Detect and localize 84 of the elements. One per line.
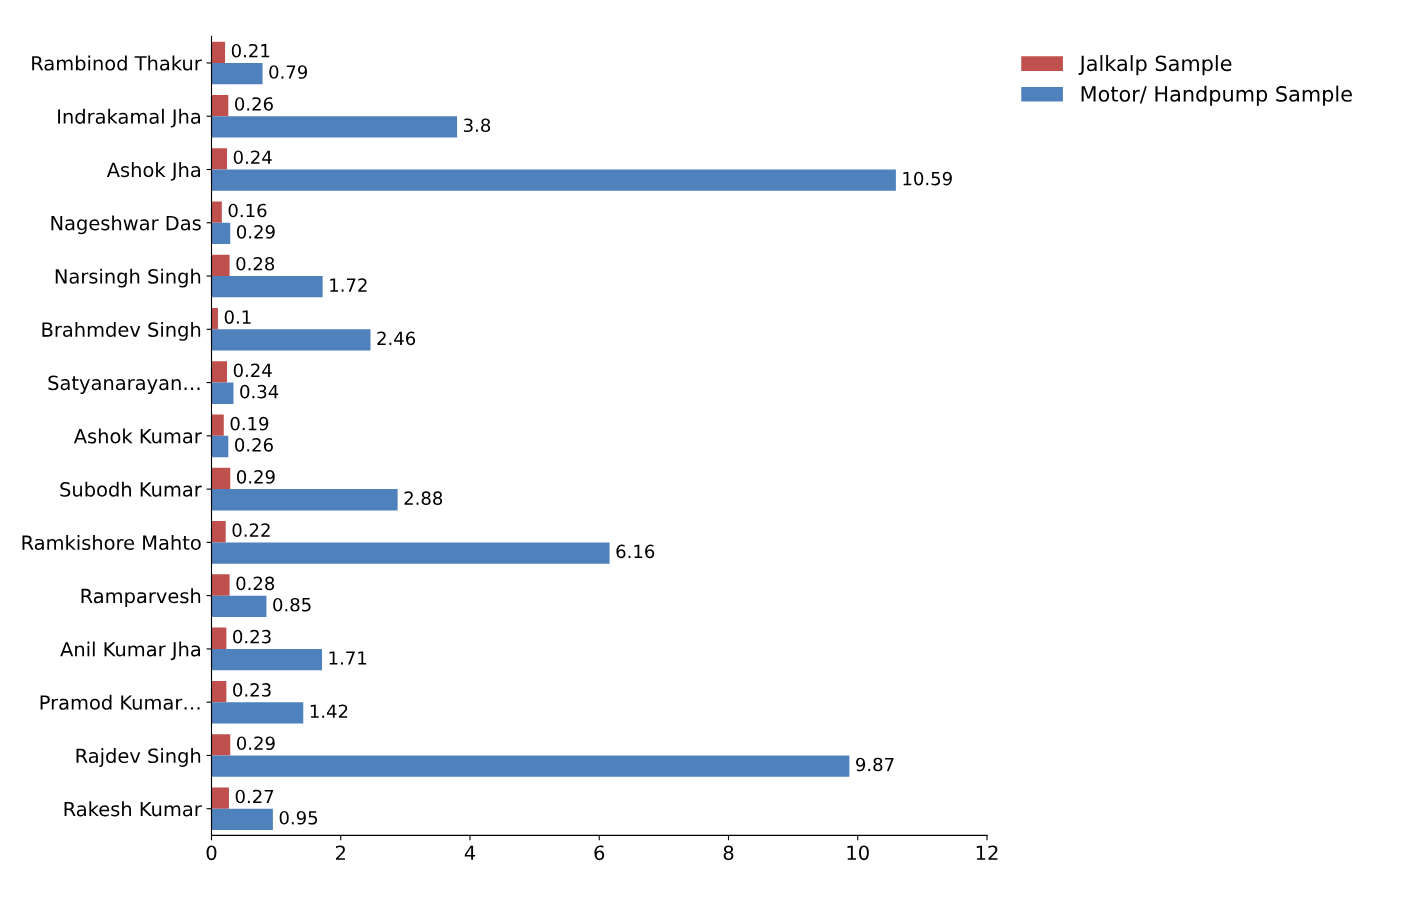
bar [211,222,231,245]
y-tick-label: Ashok Jha [106,162,201,181]
y-tick-label: Anil Kumar Jha [60,641,201,661]
bar [211,435,229,458]
data-label: 2.88 [404,491,443,505]
bar [211,414,224,436]
data-label: 1.72 [330,278,367,292]
bar [211,361,228,383]
y-tick-label: Nageshwar Das [51,215,201,235]
data-label: 0.85 [273,597,311,612]
data-label: 0.95 [279,810,318,825]
y-tick-label: Ramkishore Mahto [22,534,201,551]
data-label: 10.59 [903,171,952,186]
bar [211,148,228,170]
bar [211,254,230,277]
data-label: 0.29 [236,225,275,239]
y-tick-label: Ramparvesh [81,588,201,608]
bar [211,808,273,831]
data-label: 0.23 [233,683,271,697]
data-label: 0.19 [230,416,269,431]
bar [211,489,398,511]
data-label: 0.27 [235,789,274,804]
bar [211,574,230,596]
y-tick-label: Rakesh Kumar [64,801,202,817]
y-tick-label: Brahmdev Singh [42,321,201,341]
data-label: 1.42 [310,704,348,718]
bar [211,116,458,138]
x-tick-label: 4 [464,845,476,860]
data-label: 0.22 [232,523,270,537]
data-label: 0.29 [236,736,275,751]
data-label: 2.46 [377,331,416,346]
bar [211,467,231,490]
bar [211,521,226,543]
y-tick-label: Rambinod Thakur [32,55,202,71]
data-label: 0.16 [228,203,267,218]
data-label: 3.8 [464,118,491,133]
y-tick-label: Rajdev Singh [76,748,201,767]
bar [211,307,218,330]
data-label: 0.1 [224,310,251,324]
y-tick-label: Ashok Kumar [73,428,202,444]
x-tick-label: 0 [206,845,217,861]
data-label: 0.24 [233,150,272,165]
bar [211,169,896,191]
data-label: 0.34 [240,384,279,399]
bar [211,329,371,351]
x-tick-label: 10 [847,845,869,861]
bar [211,62,263,85]
bar [211,734,231,756]
bar [211,595,267,617]
bar [211,755,850,777]
data-label: 0.24 [233,363,272,378]
y-tick-label: Satyanarayan… [48,375,200,394]
data-label: 0.26 [235,438,273,452]
data-label: 0.26 [235,97,273,111]
y-tick-label: Indrakamal Jha [58,108,201,128]
data-label: 1.71 [329,651,367,665]
data-label: 0.21 [231,43,270,58]
legend-label: Jalkalp Sample [1078,55,1232,76]
x-tick-label: 12 [976,845,998,860]
bar [211,276,323,298]
x-tick-label: 8 [723,845,734,861]
data-label: 0.29 [236,470,275,484]
bar [211,382,234,404]
data-label: 6.16 [616,544,655,559]
data-label: 9.87 [856,757,894,772]
y-tick-label: Subodh Kumar [60,481,202,497]
bar [211,648,323,671]
data-label: 0.79 [269,65,308,79]
bar [211,787,229,809]
data-label: 0.23 [233,629,271,644]
x-tick-label: 6 [594,845,605,861]
x-tick-label: 2 [335,845,345,860]
y-tick-label: Pramod Kumar… [40,694,200,710]
bar [211,702,304,724]
legend-label: Motor/ Handpump Sample [1081,85,1352,106]
bar [211,94,229,117]
data-label: 0.28 [236,256,275,271]
bar [211,542,610,564]
bar [211,41,226,63]
bar [211,680,227,703]
data-label: 0.28 [236,576,275,591]
bar [211,627,227,649]
bar [211,201,222,223]
y-tick-label: Narsingh Singh [55,268,201,288]
